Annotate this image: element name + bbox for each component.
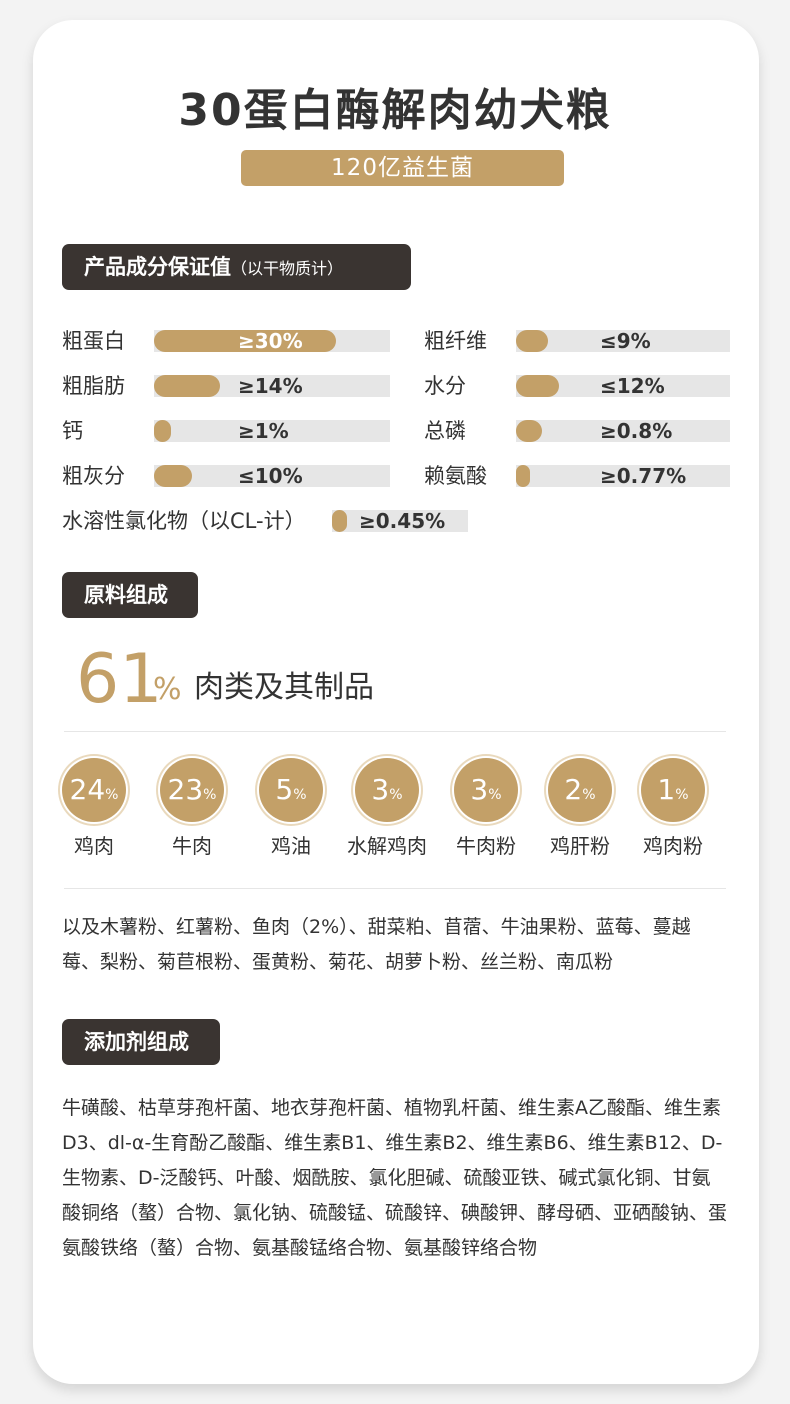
nutrient-label: 赖氨酸	[424, 464, 487, 488]
ingredient-percent-circle: 23%	[160, 758, 224, 822]
nutrient-bar-track	[516, 375, 730, 397]
ingredient-percent-unit: %	[293, 787, 307, 803]
nutrient-item: 水分 ≤12%	[424, 373, 734, 399]
ingredient-percent-circle: 1%	[641, 758, 705, 822]
meat-percent: 61	[76, 640, 163, 719]
nutrient-bar-track	[154, 465, 390, 487]
nutrient-bar-fill	[154, 330, 336, 352]
ingredient-percent-unit: %	[105, 787, 119, 803]
ingredient-item: 24% 鸡肉	[44, 758, 144, 860]
ingredient-percent-unit: %	[203, 787, 217, 803]
ingredient-item: 1% 鸡肉粉	[623, 758, 723, 860]
ingredient-item: 5% 鸡油	[241, 758, 341, 860]
guarantee-heading: 产品成分保证值（以干物质计）	[62, 244, 411, 290]
ingredient-percent: 5	[275, 773, 294, 806]
ingredient-percent: 1	[657, 773, 676, 806]
ingredient-percent-circle: 3%	[454, 758, 518, 822]
subtitle-badge: 120亿益生菌	[241, 150, 564, 186]
other-ingredients-text: 以及木薯粉、红薯粉、鱼肉（2%）、甜菜粕、苜蓿、牛油果粉、蓝莓、蔓越莓、梨粉、菊…	[62, 916, 691, 973]
ingredient-percent-unit: %	[389, 787, 403, 803]
nutrient-value: ≥0.8%	[600, 419, 673, 443]
nutrient-label: 水分	[424, 374, 466, 398]
divider	[64, 731, 726, 732]
ingredient-percent: 24	[69, 773, 106, 806]
nutrient-bar-fill	[154, 375, 220, 397]
nutrient-value: ≥0.77%	[600, 464, 687, 488]
guarantee-heading-note: （以干物质计）	[231, 259, 344, 278]
ingredient-percent-unit: %	[675, 787, 689, 803]
additives-heading: 添加剂组成	[62, 1019, 220, 1065]
nutrient-label: 粗蛋白	[62, 329, 125, 353]
nutrient-bar-track	[154, 420, 390, 442]
nutrient-item: 水溶性氯化物（以CL-计） ≥0.45%	[62, 508, 472, 534]
nutrient-label: 粗灰分	[62, 464, 125, 488]
ingredient-percent-circle: 5%	[259, 758, 323, 822]
nutrient-bar-track	[516, 420, 730, 442]
nutrient-value: ≥14%	[238, 374, 303, 398]
nutrient-label: 总磷	[424, 419, 466, 443]
ingredient-percent-circle: 2%	[548, 758, 612, 822]
nutrient-bar-fill	[516, 420, 542, 442]
ingredient-name: 鸡肝粉	[550, 834, 610, 858]
nutrient-item: 粗脂肪 ≥14%	[62, 373, 392, 399]
nutrient-item: 粗灰分 ≤10%	[62, 463, 392, 489]
ingredient-percent-circle: 3%	[355, 758, 419, 822]
nutrient-item: 粗纤维 ≤9%	[424, 328, 734, 354]
nutrient-bar-fill	[332, 510, 347, 532]
ingredient-name: 鸡肉	[74, 834, 114, 858]
nutrient-value: ≥0.45%	[359, 509, 446, 533]
nutrient-bar-fill	[516, 465, 530, 487]
nutrient-bar-fill	[154, 420, 171, 442]
nutrient-bar-fill	[516, 330, 548, 352]
nutrient-label: 粗纤维	[424, 329, 487, 353]
nutrient-value: ≤12%	[600, 374, 665, 398]
ingredient-percent-unit: %	[582, 787, 596, 803]
nutrient-label: 水溶性氯化物（以CL-计）	[62, 509, 306, 533]
ingredient-percent: 3	[371, 773, 390, 806]
ingredient-percent: 23	[167, 773, 204, 806]
nutrient-bar-track	[154, 375, 390, 397]
nutrient-bar-fill	[154, 465, 192, 487]
page-title: 30蛋白酶解肉幼犬粮	[178, 85, 612, 136]
ingredient-item: 3% 水解鸡肉	[337, 758, 437, 860]
nutrient-bar-track	[516, 465, 730, 487]
ingredient-percent-circle: 24%	[62, 758, 126, 822]
nutrient-value: ≤9%	[600, 329, 651, 353]
ingredient-percent-unit: %	[488, 787, 502, 803]
additives-text: 牛磺酸、枯草芽孢杆菌、地衣芽孢杆菌、植物乳杆菌、维生素A乙酸酯、维生素D3、dl…	[62, 1097, 728, 1259]
nutrient-value: ≥30%	[238, 329, 303, 353]
nutrient-label: 钙	[62, 419, 83, 443]
meat-label: 肉类及其制品	[194, 670, 374, 705]
meat-percent-symbol: %	[153, 672, 182, 707]
ingredient-name: 水解鸡肉	[347, 834, 427, 858]
ingredient-name: 牛肉	[172, 834, 212, 858]
nutrient-item: 钙 ≥1%	[62, 418, 392, 444]
guarantee-heading-text: 产品成分保证值	[84, 255, 231, 279]
ingredient-name: 鸡油	[271, 834, 311, 858]
divider	[64, 888, 726, 889]
ingredient-percent: 2	[564, 773, 583, 806]
nutrient-bar-track	[332, 510, 468, 532]
ingredient-item: 23% 牛肉	[142, 758, 242, 860]
nutrient-value: ≥1%	[238, 419, 289, 443]
nutrient-label: 粗脂肪	[62, 374, 125, 398]
ingredient-item: 3% 牛肉粉	[436, 758, 536, 860]
nutrient-value: ≤10%	[238, 464, 303, 488]
nutrient-item: 粗蛋白 ≥30%	[62, 328, 392, 354]
nutrient-bar-track	[516, 330, 730, 352]
ingredient-percent: 3	[470, 773, 489, 806]
ingredient-name: 鸡肉粉	[643, 834, 703, 858]
nutrient-item: 赖氨酸 ≥0.77%	[424, 463, 734, 489]
ingredient-item: 2% 鸡肝粉	[530, 758, 630, 860]
ingredient-name: 牛肉粉	[456, 834, 516, 858]
materials-heading: 原料组成	[62, 572, 198, 618]
nutrient-bar-fill	[516, 375, 559, 397]
nutrient-item: 总磷 ≥0.8%	[424, 418, 734, 444]
nutrient-bar-track	[154, 330, 390, 352]
